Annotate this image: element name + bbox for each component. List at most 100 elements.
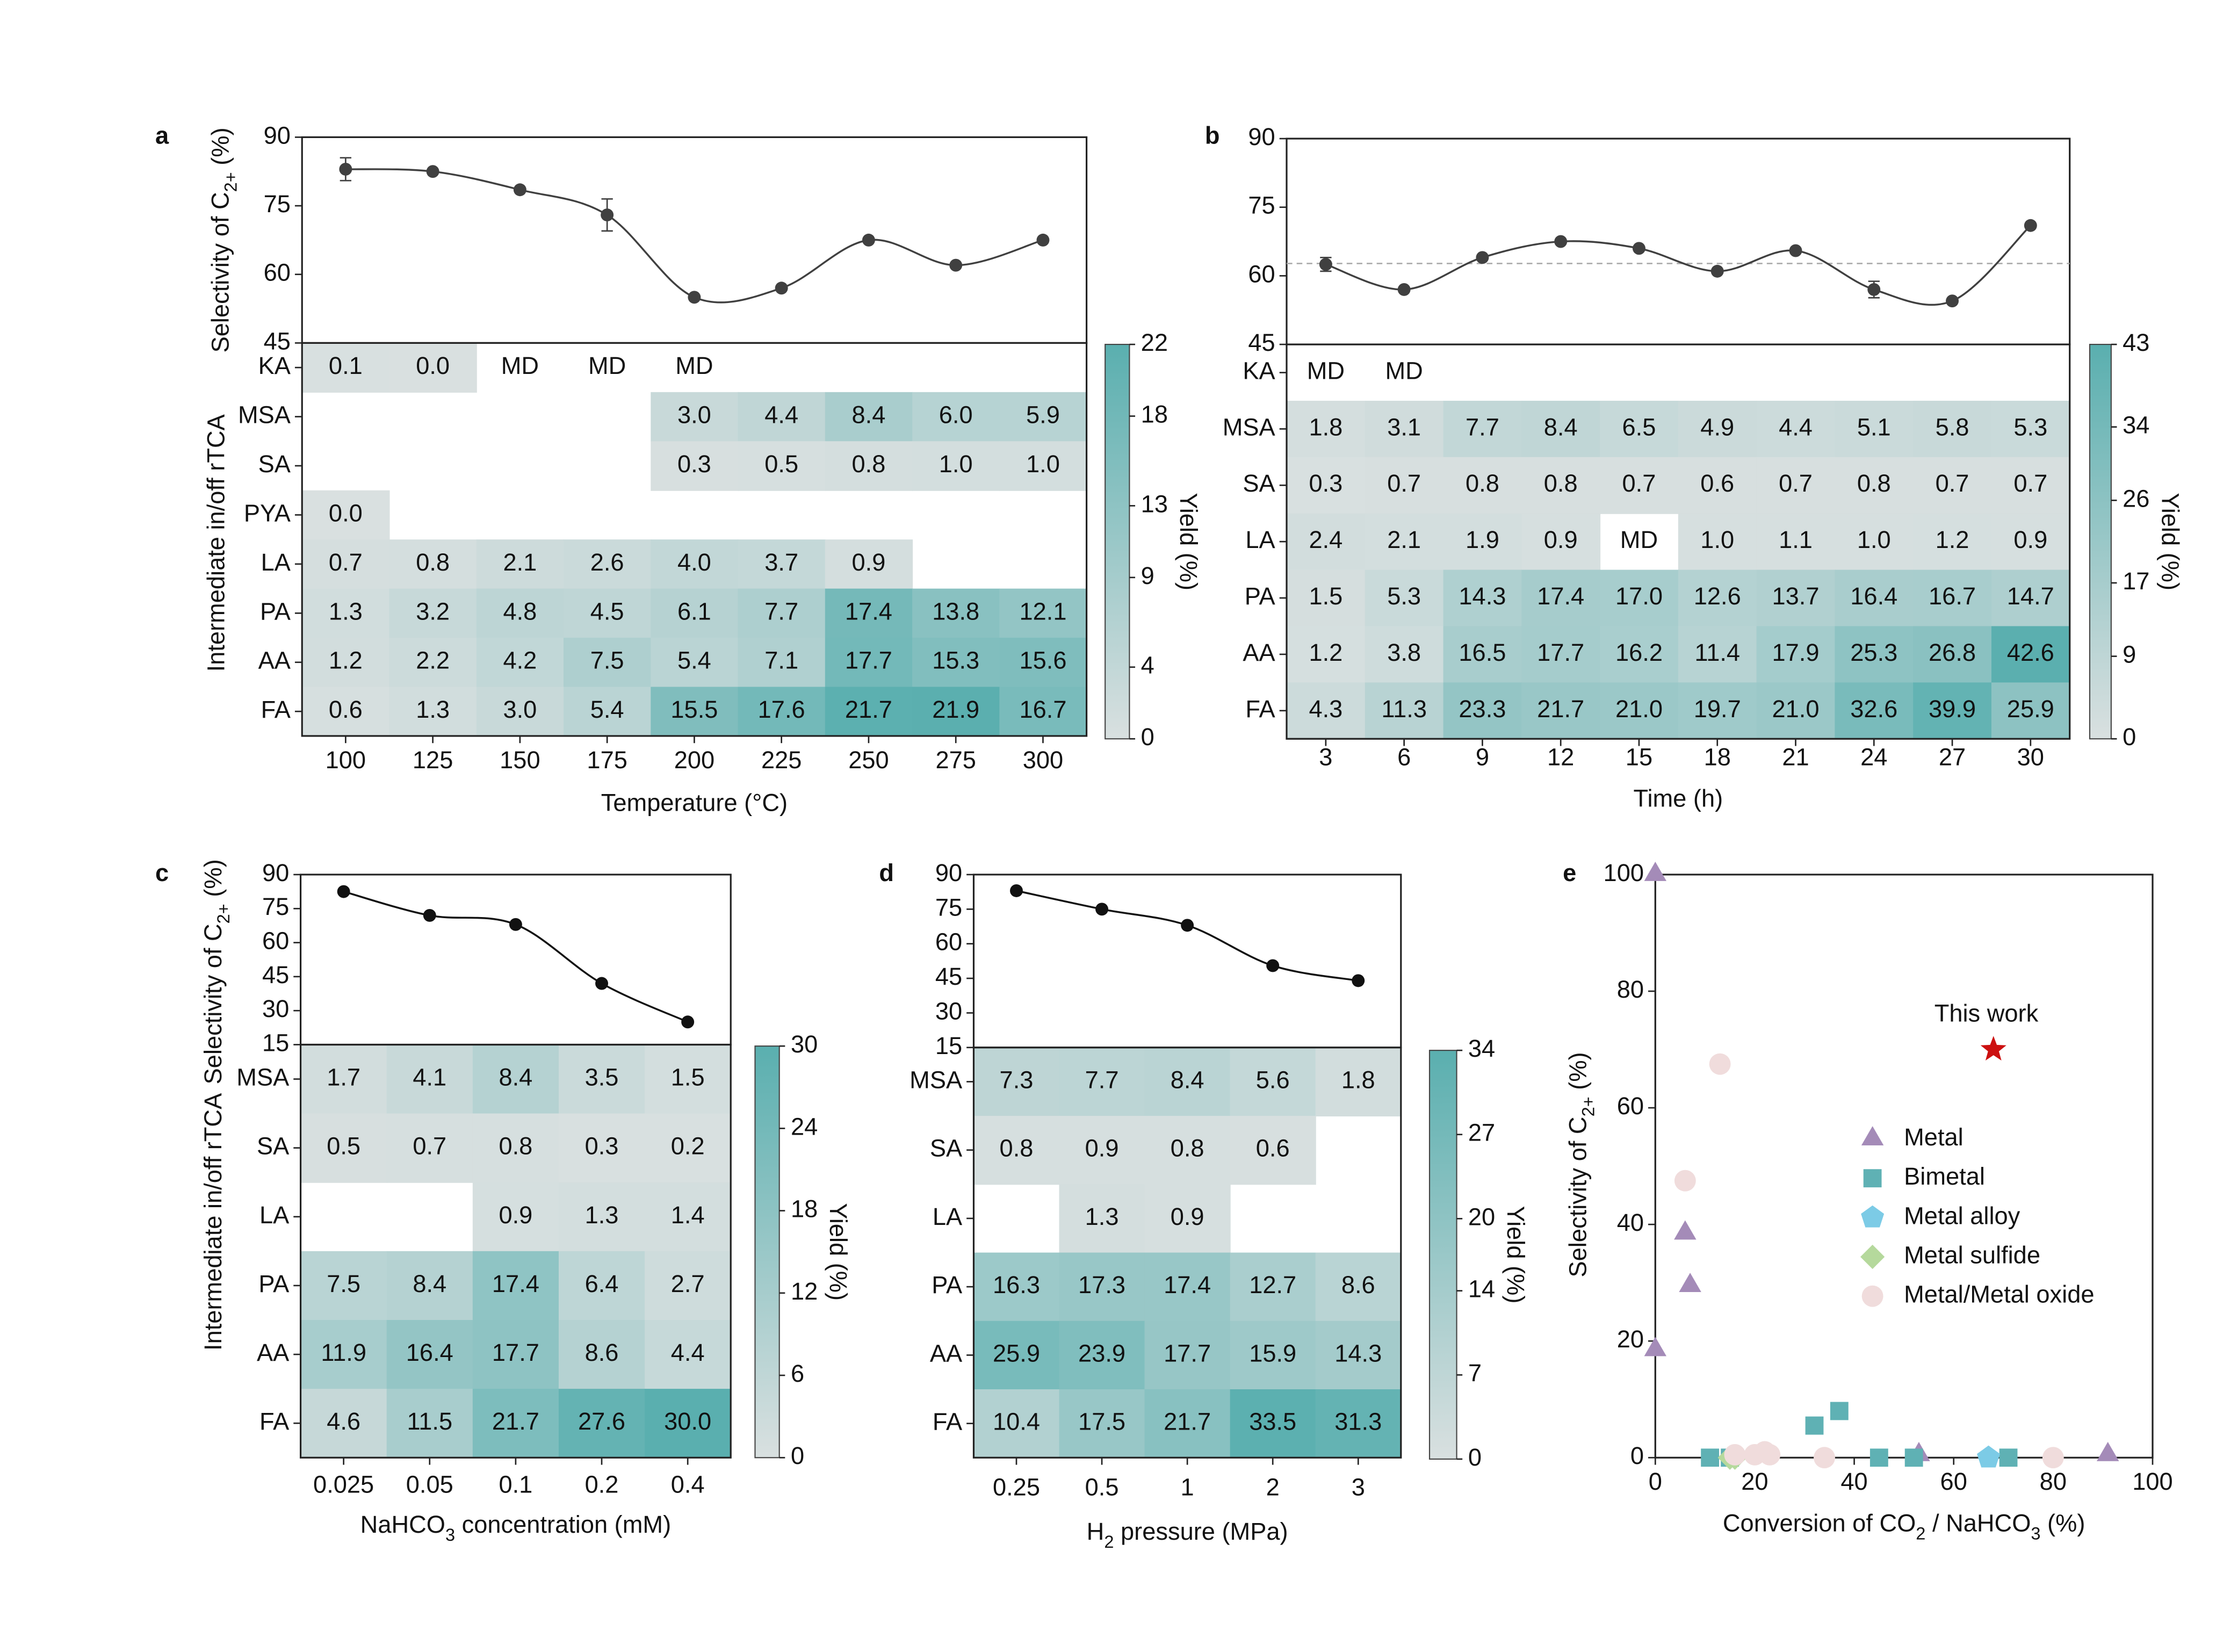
heatmap-cell: [472, 1182, 560, 1252]
heatmap-cell: [1315, 1252, 1402, 1322]
cell-label: 14.3: [1334, 1339, 1382, 1367]
panel-letter: d: [879, 859, 894, 886]
cell-label: 1.0: [1857, 526, 1891, 553]
data-point: [2024, 219, 2037, 232]
cell-label: 1.0: [939, 450, 973, 478]
data-point: [1674, 1220, 1697, 1240]
y-tick-label: 75: [935, 893, 962, 921]
cell-label: 15.9: [1249, 1339, 1296, 1367]
cell-label: 5.4: [677, 647, 711, 674]
heatmap-cell: [645, 1044, 732, 1114]
data-point: [1830, 1402, 1849, 1420]
heatmap-cell: [300, 1319, 387, 1390]
cell-label: 7.7: [1085, 1066, 1119, 1093]
cell-label: 6.4: [585, 1270, 619, 1297]
cell-label: 0.1: [329, 352, 363, 379]
line-frame: [301, 136, 1088, 344]
y-tick-label: 90: [1248, 123, 1275, 150]
heatmap-cell: [1756, 513, 1836, 571]
colorbar-label: Yield (%): [1502, 1206, 1529, 1304]
cell-label: 8.4: [852, 401, 886, 429]
data-point: [1805, 1416, 1824, 1435]
cell-label: 16.7: [1019, 696, 1066, 723]
heatmap-cell: [825, 638, 913, 688]
colorbar-tick-label: 34: [1468, 1035, 1495, 1062]
row-label: AA: [1243, 639, 1275, 666]
heatmap-cell: [564, 539, 652, 589]
x-axis-label-part: NaHCO: [360, 1511, 445, 1538]
colorbar-label: Yield (%): [2156, 493, 2184, 590]
y-tick-label: 75: [1248, 192, 1275, 219]
heatmap-cell: [1443, 626, 1522, 683]
cell-label: 16.4: [1850, 582, 1897, 610]
cell-label: 0.0: [416, 352, 450, 379]
heatmap-cell: [476, 588, 565, 639]
cell-label: 0.5: [327, 1132, 360, 1160]
cell-label: 0.8: [852, 450, 886, 478]
y-tick-label: 90: [264, 121, 291, 149]
cell-label: 0.9: [1171, 1203, 1204, 1230]
legend-marker: [1863, 1169, 1882, 1188]
cell-label: 4.4: [764, 401, 798, 429]
row-label: AA: [930, 1339, 963, 1367]
row-label: SA: [930, 1135, 963, 1162]
heatmap-cell: [1991, 626, 2070, 683]
x-axis-label-part: Temperature (°C): [601, 789, 788, 817]
data-point: [1759, 1444, 1781, 1466]
cell-label: 7.5: [590, 647, 624, 674]
legend-marker: [1861, 1285, 1883, 1307]
cell-label: 8.6: [1341, 1271, 1375, 1298]
cell-label: 1.9: [1466, 526, 1499, 553]
data-point: [1266, 959, 1280, 972]
colorbar-tick-label: 18: [791, 1195, 818, 1223]
row-label: SA: [257, 1132, 290, 1160]
data-point: [1977, 1445, 2000, 1468]
heatmap-cell: [1678, 400, 1757, 458]
heatmap-cell: [300, 1044, 387, 1114]
cell-label: 0.0: [329, 499, 363, 526]
cell-label: 16.4: [406, 1339, 453, 1366]
cell-label: 13.8: [932, 597, 979, 625]
heatmap-cell: [1315, 1047, 1402, 1117]
heatmap-cell: [472, 1044, 560, 1114]
cell-label: 0.6: [1700, 470, 1734, 497]
heatmap-cell: [302, 343, 390, 393]
heatmap-cell: [999, 392, 1087, 442]
heatmap-cell: [1443, 569, 1522, 627]
heatmap-cell: [912, 441, 1000, 491]
row-label: KA: [258, 352, 291, 379]
x-axis-label-part: 2: [1104, 1532, 1114, 1552]
cell-label: 25.9: [2007, 695, 2054, 723]
x-tick-label: 250: [848, 746, 889, 774]
cell-label: 6.1: [677, 597, 711, 625]
panel-letter: c: [155, 859, 169, 886]
y-axis-label-part: Selectivity of C: [206, 192, 234, 352]
y-tick-label: 100: [1604, 859, 1644, 886]
y-tick-label: 60: [262, 927, 289, 955]
heatmap-cell: [389, 343, 477, 393]
colorbar-tick-label: 27: [1468, 1119, 1495, 1146]
y-axis-label: Selectivity of C2+ (%): [199, 859, 233, 1084]
row-label: AA: [258, 647, 291, 674]
data-point: [423, 908, 436, 922]
row-label: PYA: [244, 499, 291, 526]
heatmap-cell: [825, 441, 913, 491]
line-frame: [972, 874, 1402, 1049]
cell-label: 0.7: [1936, 470, 1969, 497]
heatmap-cell: [1230, 1321, 1316, 1390]
heatmap-cell: [1365, 400, 1444, 458]
x-tick-label: 225: [761, 746, 802, 774]
x-axis-label: Conversion of CO2 / NaHCO3 (%): [1723, 1509, 2085, 1543]
heatmap-cell: [1443, 513, 1522, 571]
x-tick-label: 6: [1397, 743, 1411, 770]
heatmap-cell: [651, 687, 739, 737]
cell-label: 2.4: [1309, 526, 1342, 553]
heatmap-cell: [1443, 457, 1522, 514]
y-tick-label: 40: [1617, 1209, 1644, 1236]
data-point: [1476, 251, 1489, 264]
cell-label: 11.9: [321, 1339, 366, 1366]
heatmap-cell: [1521, 682, 1601, 740]
cell-label: 17.0: [1615, 582, 1663, 610]
cell-label: 1.2: [329, 647, 363, 674]
row-label: FA: [259, 1408, 290, 1435]
